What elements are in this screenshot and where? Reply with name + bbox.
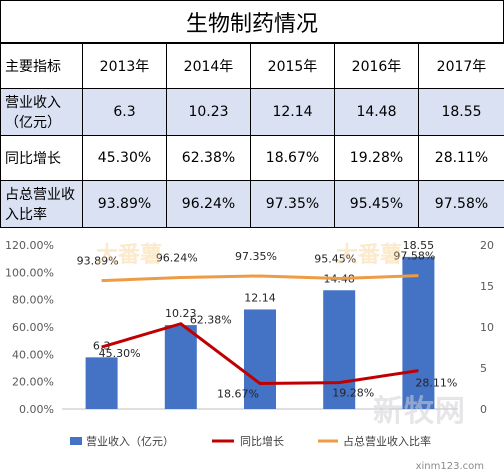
table-title[interactable]: 生物制药情况 [0,0,504,43]
table-cell[interactable]: 97.35% [250,180,335,228]
combo-chart[interactable]: 大番薯 大番薯 0.00% 20.00% 40.00% 60.00% 80.00% 100… [0,231,504,474]
table-cell[interactable]: 18.67% [250,135,335,181]
left-axis-tick-label: 80.00% [12,294,54,307]
table-cell[interactable]: 95.45% [334,180,419,228]
table-cell[interactable]: 19.28% [334,135,419,181]
data-table: 主要指标 2013年 2014年 2015年 2016年 2017年 营业收入 … [0,43,504,228]
share-line [101,274,419,283]
bar-data-label: 12.14 [244,291,276,304]
share-data-label: 93.89% [77,255,119,268]
brand-watermark: 大番薯 [96,243,163,268]
row-label[interactable]: 占总营业收 入比率 [0,180,83,228]
table-row: 占总营业收 入比率 93.89% 96.24% 97.35% 95.45% 97… [0,180,504,228]
table-header-row: 主要指标 2013年 2014年 2015年 2016年 2017年 [0,43,504,89]
header-cell[interactable]: 2014年 [166,43,251,89]
right-axis-tick-label: 10 [480,321,494,334]
site-url-watermark: xinm123.com [415,461,484,472]
row-label[interactable]: 营业收入 （亿元） [0,88,83,136]
growth-data-label: 45.30% [99,347,141,360]
table-cell[interactable]: 45.30% [82,135,167,181]
table-cell[interactable]: 28.11% [418,135,504,181]
table-cell[interactable]: 93.89% [82,180,167,228]
growth-line [101,322,419,385]
right-axis-tick-label: 20 [480,239,494,252]
left-axis-tick-label: 0.00% [19,403,54,416]
table-cell[interactable]: 97.58% [418,180,504,228]
table-row: 同比增长 45.30% 62.38% 18.67% 19.28% 28.11% [0,135,504,181]
share-data-label: 96.24% [156,251,198,264]
legend-label: 同比增长 [240,434,284,448]
left-axis-tick-label: 120.00% [5,239,54,252]
growth-data-label: 19.28% [332,387,374,400]
table-cell[interactable]: 12.14 [250,88,335,136]
site-logo-watermark: 新牧网 [373,394,466,429]
growth-data-label: 28.11% [415,377,457,390]
growth-data-label: 18.67% [217,387,259,400]
growth-data-label: 62.38% [190,314,232,327]
bar-data-label: 10.23 [165,307,197,320]
bar [85,357,118,409]
header-cell[interactable]: 2015年 [250,43,335,89]
bar [402,256,435,409]
left-axis-tick-label: 60.00% [12,321,54,334]
chart-svg: 0.00% 20.00% 40.00% 60.00% 80.00% 100.00% 120.… [5,239,494,448]
bar [164,325,197,409]
share-data-label: 97.35% [235,250,277,263]
share-data-label: 95.45% [314,253,356,266]
header-cell[interactable]: 2016年 [334,43,419,89]
legend-label: 营业收入（亿元） [86,434,174,448]
brand-watermark: 大番薯 [336,243,403,268]
left-axis-tick-label: 40.00% [12,348,54,361]
row-label[interactable]: 同比增长 [0,135,83,181]
table-cell[interactable]: 62.38% [166,135,251,181]
table-cell[interactable]: 96.24% [166,180,251,228]
table-cell[interactable]: 14.48 [334,88,419,136]
bar-data-label: 18.55 [403,239,435,252]
right-axis-tick-label: 15 [480,280,494,293]
right-axis-tick-label: 5 [480,362,487,375]
table-cell[interactable]: 10.23 [166,88,251,136]
bar [244,309,276,409]
right-axis-tick-label: 0 [480,403,487,416]
share-data-label: 97.58% [393,250,435,263]
left-axis-tick-label: 20.00% [12,376,54,389]
header-cell[interactable]: 主要指标 [0,43,83,89]
bar [323,290,356,409]
header-cell[interactable]: 2013年 [82,43,167,89]
table-cell[interactable]: 6.3 [82,88,167,136]
table-row: 营业收入 （亿元） 6.3 10.23 12.14 14.48 18.55 [0,88,504,136]
legend-label: 占总营业收入比率 [343,434,431,448]
left-axis-tick-label: 100.00% [5,266,54,279]
legend-swatch-bar [70,437,82,445]
header-cell[interactable]: 2017年 [418,43,504,89]
table-cell[interactable]: 18.55 [418,88,504,136]
